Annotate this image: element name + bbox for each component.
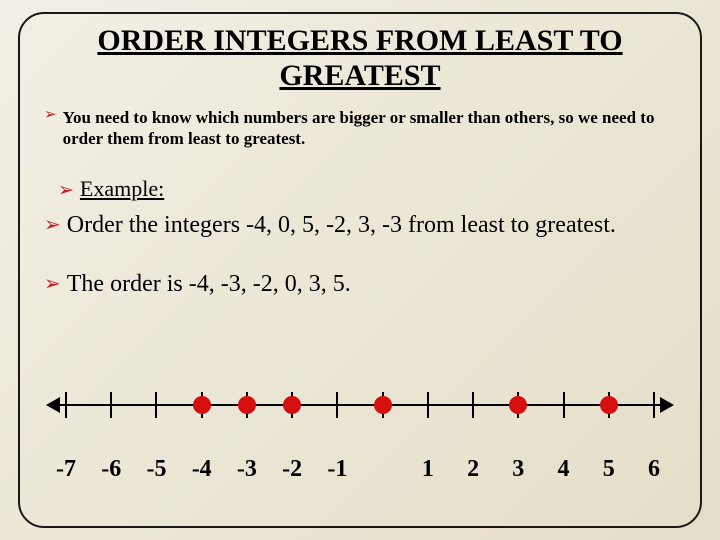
tick-label: 5: [603, 456, 615, 483]
tick-label: -1: [327, 456, 347, 483]
tick: [65, 392, 67, 418]
example-bullet: ➢ Example:: [58, 176, 686, 202]
tick: [427, 392, 429, 418]
tick-label: -2: [282, 456, 302, 483]
tick: [563, 392, 565, 418]
tick-label: 3: [512, 456, 524, 483]
tick-label: -3: [237, 456, 257, 483]
tick: [653, 392, 655, 418]
question-text: Order the integers -4, 0, 5, -2, 3, -3 f…: [67, 210, 616, 241]
slide-title: ORDER INTEGERS FROM LEAST TO GREATEST: [44, 24, 676, 93]
answer-text: The order is -4, -3, -2, 0, 3, 5.: [67, 269, 351, 300]
plotted-point: [600, 396, 618, 414]
tick: [110, 392, 112, 418]
intro-text: You need to know which numbers are bigge…: [63, 107, 673, 150]
plotted-point: [509, 396, 527, 414]
tick-label: -5: [146, 456, 166, 483]
number-line: -7 -6 -5 -4 -3 -2 -1 1 2 3 4 5 6: [48, 390, 672, 486]
slide: ORDER INTEGERS FROM LEAST TO GREATEST ➢ …: [0, 0, 720, 540]
tick-label: -4: [192, 456, 212, 483]
plotted-point: [283, 396, 301, 414]
plotted-point: [374, 396, 392, 414]
number-line-axis: [48, 390, 672, 420]
number-line-labels: -7 -6 -5 -4 -3 -2 -1 1 2 3 4 5 6: [48, 456, 672, 486]
tick-label: -6: [101, 456, 121, 483]
answer-bullet: ➢ The order is -4, -3, -2, 0, 3, 5.: [44, 269, 686, 300]
triangle-bullet-icon: ➢: [44, 107, 57, 124]
plotted-point: [193, 396, 211, 414]
tick-label: 6: [648, 456, 660, 483]
triangle-bullet-icon: ➢: [58, 181, 74, 202]
tick: [472, 392, 474, 418]
triangle-bullet-icon: ➢: [44, 273, 61, 295]
tick-label: 4: [558, 456, 570, 483]
example-label: Example:: [80, 176, 164, 202]
question-bullet: ➢ Order the integers -4, 0, 5, -2, 3, -3…: [44, 210, 686, 241]
tick: [155, 392, 157, 418]
axis-line: [48, 404, 672, 406]
tick: [336, 392, 338, 418]
triangle-bullet-icon: ➢: [44, 214, 61, 236]
plotted-point: [238, 396, 256, 414]
tick-label: 2: [467, 456, 479, 483]
tick-label: 1: [422, 456, 434, 483]
arrow-right-icon: [660, 397, 674, 413]
tick-label: -7: [56, 456, 76, 483]
slide-frame: ORDER INTEGERS FROM LEAST TO GREATEST ➢ …: [18, 12, 702, 528]
intro-bullet: ➢ You need to know which numbers are big…: [44, 107, 686, 150]
arrow-left-icon: [46, 397, 60, 413]
